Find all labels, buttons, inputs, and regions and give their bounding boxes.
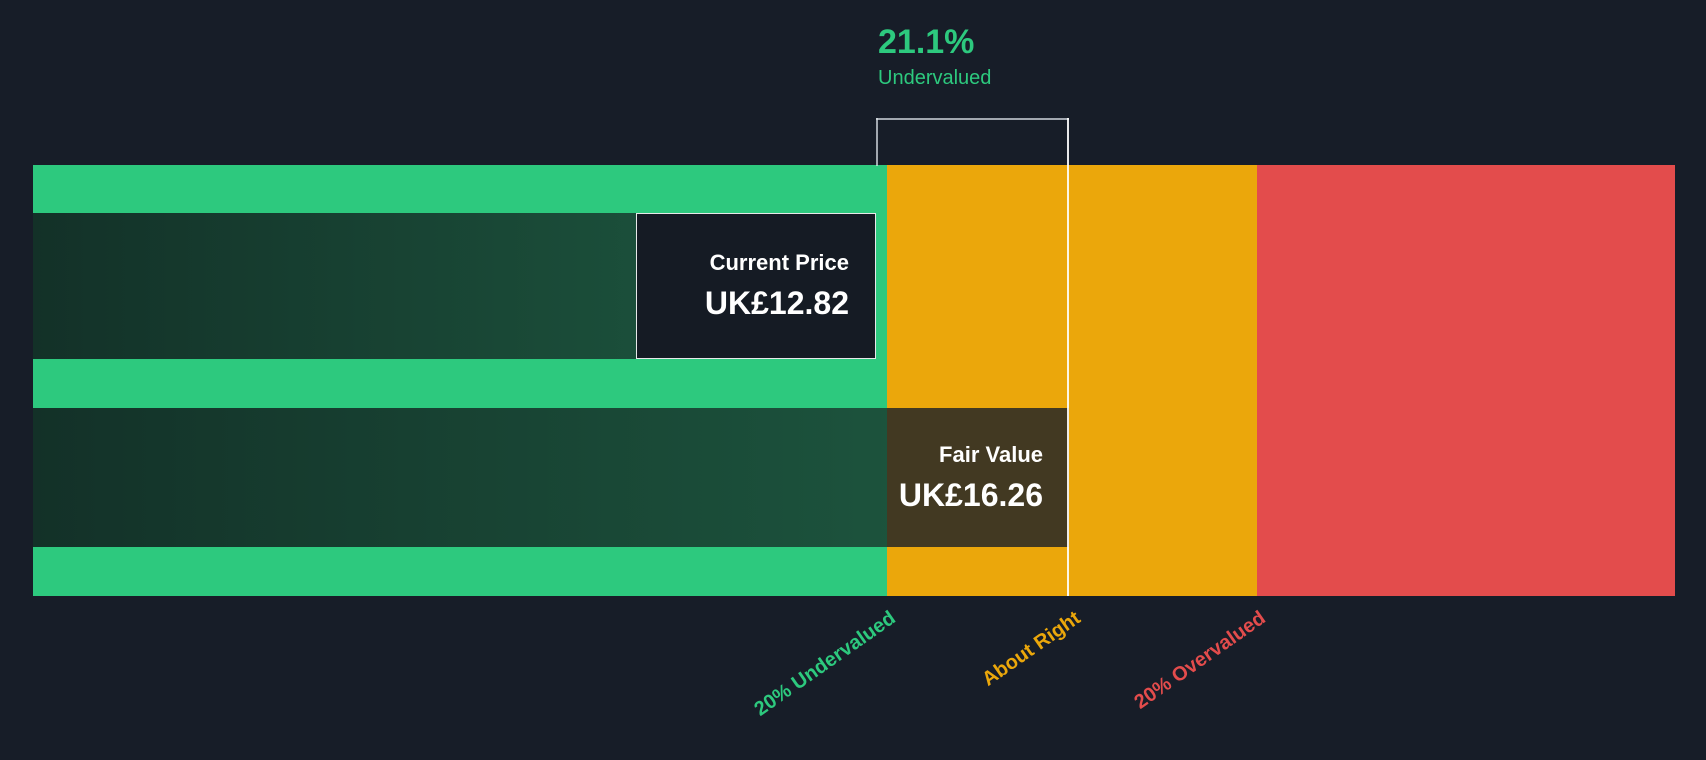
discount-bracket-tick bbox=[876, 118, 878, 166]
current-price-bar: Current Price UK£12.82 bbox=[33, 213, 876, 359]
fair-value-value: UK£16.26 bbox=[898, 476, 1043, 513]
discount-bracket-line bbox=[876, 118, 1069, 120]
fair-value-label: Fair Value bbox=[939, 441, 1043, 467]
discount-percent: 21.1% bbox=[878, 23, 975, 61]
discount-label: Undervalued bbox=[878, 67, 992, 90]
axis-label-undervalued: 20% Undervalued bbox=[750, 607, 900, 721]
current-price-label: Current Price bbox=[709, 250, 849, 275]
overvalued-zone bbox=[1257, 165, 1675, 596]
valuation-band: Current Price UK£12.82 Fair Value UK£16.… bbox=[33, 165, 1675, 596]
axis-label-overvalued: 20% Overvalued bbox=[1130, 607, 1270, 714]
axis-label-about-right: About Right bbox=[978, 607, 1085, 691]
discount-annotation: 21.1% Undervalued bbox=[878, 23, 992, 90]
fair-value-bar: Fair Value UK£16.26 bbox=[33, 408, 1069, 547]
current-price-value: UK£12.82 bbox=[704, 285, 849, 321]
fair-value-box: Fair Value UK£16.26 bbox=[887, 408, 1069, 547]
fair-value-marker-line bbox=[1067, 118, 1069, 596]
current-price-box: Current Price UK£12.82 bbox=[636, 213, 876, 359]
